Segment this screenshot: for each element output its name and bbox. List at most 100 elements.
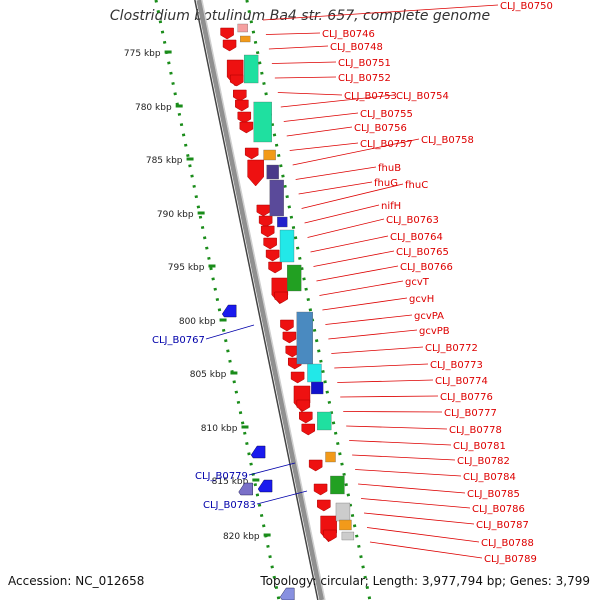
gene-block xyxy=(341,531,355,541)
gene-label-forward: CLJ_B0746 xyxy=(322,29,375,40)
accession-text: Accession: NC_012658 xyxy=(8,574,145,588)
label-leader-line xyxy=(349,440,452,446)
gene-label-forward: nifH xyxy=(381,201,401,212)
label-leader-line xyxy=(292,138,420,166)
gene-arrow-reverse xyxy=(250,445,266,459)
gene-block xyxy=(330,475,345,495)
ruler-tick-label: 820 kbp xyxy=(223,532,260,542)
gene-label-forward: CLJ_B0748 xyxy=(330,42,383,53)
genome-summary-text: Topology: circular; Length: 3,977,794 bp… xyxy=(260,574,590,588)
gene-label-forward: gcvH xyxy=(409,294,434,305)
gene-arrow-forward xyxy=(222,39,237,52)
gene-label-reverse: CLJ_B0767 xyxy=(152,335,205,346)
gene-block xyxy=(325,451,336,463)
gene-label-forward: CLJ_B0786 xyxy=(472,504,525,515)
gene-label-forward: CLJ_B0752 xyxy=(338,73,391,84)
gene-label-forward: CLJ_B0758 xyxy=(421,135,474,146)
gene-arrow-forward xyxy=(260,225,275,238)
label-leader-line xyxy=(283,112,359,122)
gene-label-forward: gcvT xyxy=(405,277,430,288)
label-leader-line xyxy=(265,32,321,35)
label-leader-line xyxy=(322,297,408,311)
label-lines-layer xyxy=(205,4,499,559)
label-leader-line xyxy=(289,142,359,151)
gene-arrow-forward xyxy=(268,261,282,274)
gene-label-forward: CLJ_B0764 xyxy=(390,232,443,243)
gene-block xyxy=(269,179,284,217)
gene-arrow-forward xyxy=(263,237,277,250)
gene-block xyxy=(277,216,288,228)
label-leader-line xyxy=(307,218,385,238)
gene-arrow-forward xyxy=(247,159,264,187)
gene-label-forward: CLJ_B0781 xyxy=(453,441,506,452)
gene-arrow-forward xyxy=(290,371,305,384)
gene-label-forward: CLJ_B0777 xyxy=(444,408,497,419)
gene-arrow-forward xyxy=(285,345,300,358)
gene-block xyxy=(263,149,276,161)
label-leader-line xyxy=(369,541,483,559)
gene-label-reverse: CLJ_B0783 xyxy=(203,500,256,511)
backbone-layer xyxy=(194,0,326,600)
gene-label-reverse: CLJ_B0779 xyxy=(195,471,248,482)
gene-arrow-forward xyxy=(280,319,294,332)
gene-block xyxy=(307,363,322,383)
gene-label-forward: CLJ_B0757 xyxy=(360,139,413,150)
label-leader-line xyxy=(352,454,456,461)
label-leader-line xyxy=(316,265,399,282)
label-leader-line xyxy=(274,76,337,79)
label-leader-line xyxy=(295,166,377,180)
label-leader-line xyxy=(363,512,475,525)
gene-arrow-forward xyxy=(239,121,254,134)
gene-label-forward: CLJ_B0772 xyxy=(425,343,478,354)
gene-label-forward: CLJ_B0753 xyxy=(344,91,397,102)
gene-label-forward: CLJ_B0751 xyxy=(338,58,391,69)
gene-label-forward: CLJ_B0765 xyxy=(396,247,449,258)
gene-block xyxy=(240,35,251,43)
gene-block xyxy=(237,23,248,33)
backbone-highlight xyxy=(201,0,326,600)
gene-arrow-forward xyxy=(235,99,249,112)
label-leader-line-reverse xyxy=(248,462,296,476)
gene-arrow-forward xyxy=(220,27,234,40)
label-leader-line xyxy=(304,204,380,224)
label-leader-line xyxy=(301,183,404,209)
gene-label-forward: CLJ_B0788 xyxy=(481,538,534,549)
gene-label-forward: CLJ_B0755 xyxy=(360,109,413,120)
ruler-tick-label: 815 kbp xyxy=(212,477,249,487)
gene-label-forward: CLJ_B0787 xyxy=(476,520,529,531)
label-leader-line xyxy=(268,45,329,50)
label-leader-line xyxy=(286,126,353,137)
gene-label-forward: CLJ_B0766 xyxy=(400,262,453,273)
gene-arrow-reverse xyxy=(257,479,273,493)
gene-arrow-forward xyxy=(282,331,297,344)
gene-label-forward: fhuG xyxy=(374,178,398,189)
ruler-tick-label: 790 kbp xyxy=(157,210,194,220)
label-leader-line xyxy=(346,425,448,430)
labels-layer: CLJ_B0750 CLJ_B0746 CLJ_B0748 CLJ_B0751 CLJ_… xyxy=(152,1,553,565)
gene-arrow-forward xyxy=(301,423,316,436)
gene-label-forward: CLJ_B0773 xyxy=(430,360,483,371)
gene-arrow-forward xyxy=(265,249,280,262)
ruler-tick-label: 800 kbp xyxy=(179,317,216,327)
backbone-shadow xyxy=(194,0,319,600)
gene-label-forward: gcvPA xyxy=(414,311,444,322)
gene-label-forward: CLJ_B0763 xyxy=(386,215,439,226)
label-leader-line xyxy=(271,61,337,64)
backbone-line xyxy=(196,0,325,600)
gene-label-forward: fhuB xyxy=(378,163,401,174)
label-leader-line xyxy=(280,94,395,108)
label-leader-line xyxy=(331,346,424,354)
gene-label-forward: CLJ_B0789 xyxy=(484,554,537,565)
label-leader-line xyxy=(325,314,413,325)
label-leader-line xyxy=(328,329,418,340)
gene-label-forward: CLJ_B0774 xyxy=(435,376,488,387)
gene-arrow-reverse xyxy=(238,482,253,496)
gene-block xyxy=(339,519,352,531)
label-leader-line xyxy=(319,280,404,296)
gene-arrow-forward xyxy=(313,483,328,496)
label-leader-line xyxy=(337,379,434,383)
ruler-tick-label: 805 kbp xyxy=(190,370,227,380)
label-leader-line xyxy=(277,92,343,96)
gene-block xyxy=(253,101,272,143)
gene-block xyxy=(287,264,302,292)
